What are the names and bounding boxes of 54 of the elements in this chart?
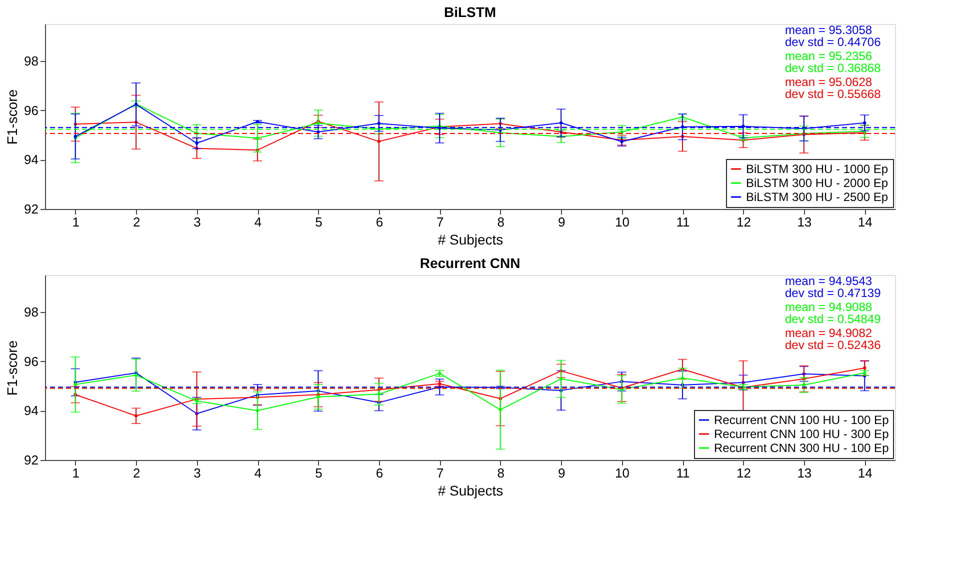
x-tick-label: 12: [736, 466, 751, 480]
x-tick-label: 1: [72, 214, 80, 230]
x-tick-label: 14: [858, 466, 872, 480]
x-tick-label: 13: [797, 214, 812, 230]
x-tick-label: 4: [254, 466, 262, 480]
ref-line-label: mean = 94.9543 dev std = 0.47139: [785, 274, 882, 300]
y-tick-label: 96: [24, 102, 38, 118]
legend-label: Recurrent CNN 300 HU - 100 Ep: [714, 441, 890, 455]
y-tick-label: 92: [24, 202, 38, 216]
x-tick-label: 9: [558, 214, 566, 230]
y-tick-label: 92: [24, 452, 38, 468]
x-tick-label: 9: [558, 466, 566, 480]
y-axis-title: F1-score: [4, 89, 20, 145]
x-tick-label: 11: [676, 214, 690, 230]
legend-label: BiLSTM 300 HU - 1000 Ep: [746, 162, 888, 176]
x-tick-label: 4: [254, 214, 262, 230]
y-tick-label: 96: [24, 354, 38, 369]
x-tick-label: 8: [497, 214, 504, 230]
x-tick-label: 12: [736, 214, 751, 230]
ref-line-label: mean = 94.9082 dev std = 0.52436: [785, 326, 882, 352]
x-tick-label: 2: [132, 214, 140, 230]
x-tick-label: 10: [615, 214, 630, 230]
x-tick-label: 5: [315, 214, 322, 230]
ref-line-label: mean = 95.0628 dev std = 0.55668: [785, 75, 882, 101]
x-axis-title: # Subjects: [438, 232, 504, 248]
y-tick-label: 94: [24, 152, 38, 168]
y-axis-title: F1-score: [4, 340, 20, 396]
x-tick-label: 5: [315, 466, 322, 480]
x-tick-label: 6: [376, 214, 384, 230]
y-tick-label: 98: [24, 304, 38, 320]
x-tick-label: 8: [497, 466, 504, 480]
x-tick-label: 14: [858, 214, 872, 230]
x-tick-label: 3: [194, 466, 201, 480]
x-tick-label: 6: [376, 466, 384, 480]
chart-title: Recurrent CNN: [420, 255, 520, 271]
ref-line-label: mean = 95.2356 dev std = 0.36868: [785, 49, 882, 75]
x-tick-label: 1: [72, 466, 80, 480]
x-tick-label: 7: [436, 214, 444, 230]
legend-label: BiLSTM 300 HU - 2000 Ep: [746, 176, 888, 190]
ref-line-label: mean = 95.3058 dev std = 0.44706: [785, 23, 882, 49]
x-tick-label: 2: [132, 466, 140, 480]
x-tick-label: 11: [676, 466, 690, 480]
chart-title: BiLSTM: [444, 4, 496, 20]
x-axis-title: # Subjects: [438, 482, 504, 498]
ref-line-label: mean = 94.9088 dev std = 0.54849: [785, 300, 882, 326]
x-tick-label: 10: [615, 466, 630, 480]
legend-label: BiLSTM 300 HU - 2500 Ep: [746, 190, 888, 204]
legend-label: Recurrent CNN 100 HU - 300 Ep: [714, 427, 890, 441]
y-tick-label: 94: [24, 403, 38, 418]
x-tick-label: 7: [436, 466, 444, 480]
y-tick-label: 98: [24, 54, 38, 68]
x-tick-label: 13: [797, 466, 812, 480]
x-tick-label: 3: [194, 214, 201, 230]
legend-label: Recurrent CNN 100 HU - 100 Ep: [714, 413, 890, 427]
